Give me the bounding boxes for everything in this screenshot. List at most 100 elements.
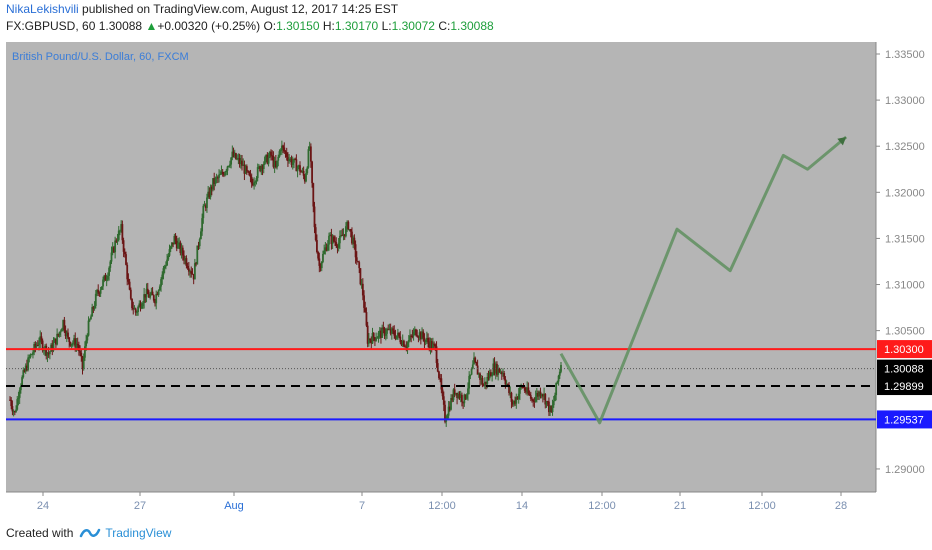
candle-body — [318, 258, 321, 266]
price-chart[interactable]: British Pound/U.S. Dollar, 60, FXCM 1.33… — [0, 40, 932, 522]
candle-body — [256, 167, 259, 179]
y-tick-label: 1.31500 — [885, 233, 925, 245]
candle-body — [230, 157, 233, 165]
candle-body — [129, 289, 132, 299]
created-with-label: Created with — [6, 526, 74, 540]
candle-body — [151, 291, 154, 296]
low-value: 1.30072 — [391, 19, 435, 33]
candle-body — [425, 337, 428, 341]
candle-body — [477, 373, 480, 375]
author-link[interactable]: NikaLekishvili — [6, 2, 79, 16]
candle-body — [260, 165, 263, 172]
candle-body — [541, 394, 544, 397]
candle-body — [289, 158, 292, 160]
candle-body — [231, 151, 234, 158]
candle-body — [212, 178, 214, 190]
candle-body — [206, 197, 208, 208]
candle-body — [384, 333, 387, 336]
candle-body — [467, 388, 469, 395]
candle-body — [98, 292, 101, 294]
candle-body — [470, 368, 473, 375]
candle-body — [442, 396, 445, 405]
time-axis[interactable] — [6, 492, 876, 520]
candle-body — [91, 307, 94, 317]
candle-body — [436, 363, 439, 372]
candle-body — [295, 159, 298, 172]
candle-body — [509, 392, 512, 394]
candle-body — [173, 235, 176, 245]
candle-body — [249, 175, 252, 177]
candle-body — [326, 244, 329, 251]
candle-body — [171, 242, 173, 247]
candle-body — [550, 406, 553, 413]
candle-body — [138, 303, 141, 307]
candle-body — [191, 273, 194, 275]
candle-body — [393, 330, 396, 336]
candle-body — [468, 375, 471, 389]
horizontal-levels[interactable]: 1.30300 1.30088 1.29899 1.29537 — [6, 340, 932, 429]
candle-body — [523, 387, 526, 391]
candle-body — [382, 327, 385, 329]
candle-body — [106, 275, 109, 280]
candle-body — [154, 300, 156, 304]
x-tick-label: 27 — [134, 500, 146, 512]
candle-body — [201, 218, 204, 232]
candle-body — [375, 338, 378, 341]
candle-body — [180, 247, 183, 253]
low-label: L: — [381, 19, 392, 33]
candle-body — [323, 250, 326, 254]
candle-body — [476, 365, 479, 375]
candle-body — [319, 265, 322, 269]
publish-info: published on TradingView.com, August 12,… — [82, 2, 399, 16]
y-tick-label: 1.30500 — [885, 326, 925, 338]
candle-body — [178, 242, 181, 244]
candle-body — [16, 399, 19, 410]
candle-body — [411, 335, 414, 337]
candle-body — [364, 307, 367, 313]
candle-body — [355, 257, 358, 262]
candle-body — [381, 327, 384, 338]
candle-body — [357, 261, 359, 263]
candle-body — [421, 331, 423, 340]
candle-body — [111, 247, 114, 253]
candle-body — [258, 166, 260, 168]
candle-body — [458, 393, 461, 398]
candle-body — [422, 331, 425, 338]
candle-body — [262, 163, 265, 169]
candle-body — [485, 381, 487, 384]
level-price-tag — [877, 359, 932, 378]
candle-body — [406, 342, 409, 348]
projection-line — [559, 135, 848, 425]
candle-body — [434, 344, 437, 347]
candle-body — [544, 393, 547, 405]
candle-body — [512, 400, 515, 405]
candle-body — [187, 268, 190, 272]
candle-body — [316, 240, 318, 253]
candle-body — [322, 253, 324, 262]
candle-body — [214, 177, 217, 184]
candle-body — [522, 386, 525, 388]
candle-body — [80, 352, 83, 357]
candle-body — [192, 274, 195, 280]
candle-body — [487, 376, 490, 379]
candle-body — [225, 170, 228, 173]
candle-body — [334, 241, 336, 243]
candle-body — [451, 397, 454, 401]
candle-body — [545, 401, 548, 405]
up-arrow-icon: ▲ — [145, 19, 158, 33]
candle-body — [30, 354, 33, 356]
candle-body — [340, 235, 342, 237]
candle-body — [142, 302, 144, 307]
candle-body — [213, 178, 216, 184]
candle-body — [365, 312, 368, 326]
candle-body — [552, 401, 555, 406]
tradingview-brand[interactable]: TradingView — [79, 526, 171, 540]
candle-body — [155, 293, 158, 304]
candle-body — [253, 182, 255, 186]
candle-body — [274, 161, 277, 168]
candle-body — [528, 393, 531, 396]
candle-body — [320, 261, 323, 269]
candle-body — [198, 239, 201, 247]
candle-body — [254, 181, 257, 183]
candle-body — [300, 171, 303, 173]
